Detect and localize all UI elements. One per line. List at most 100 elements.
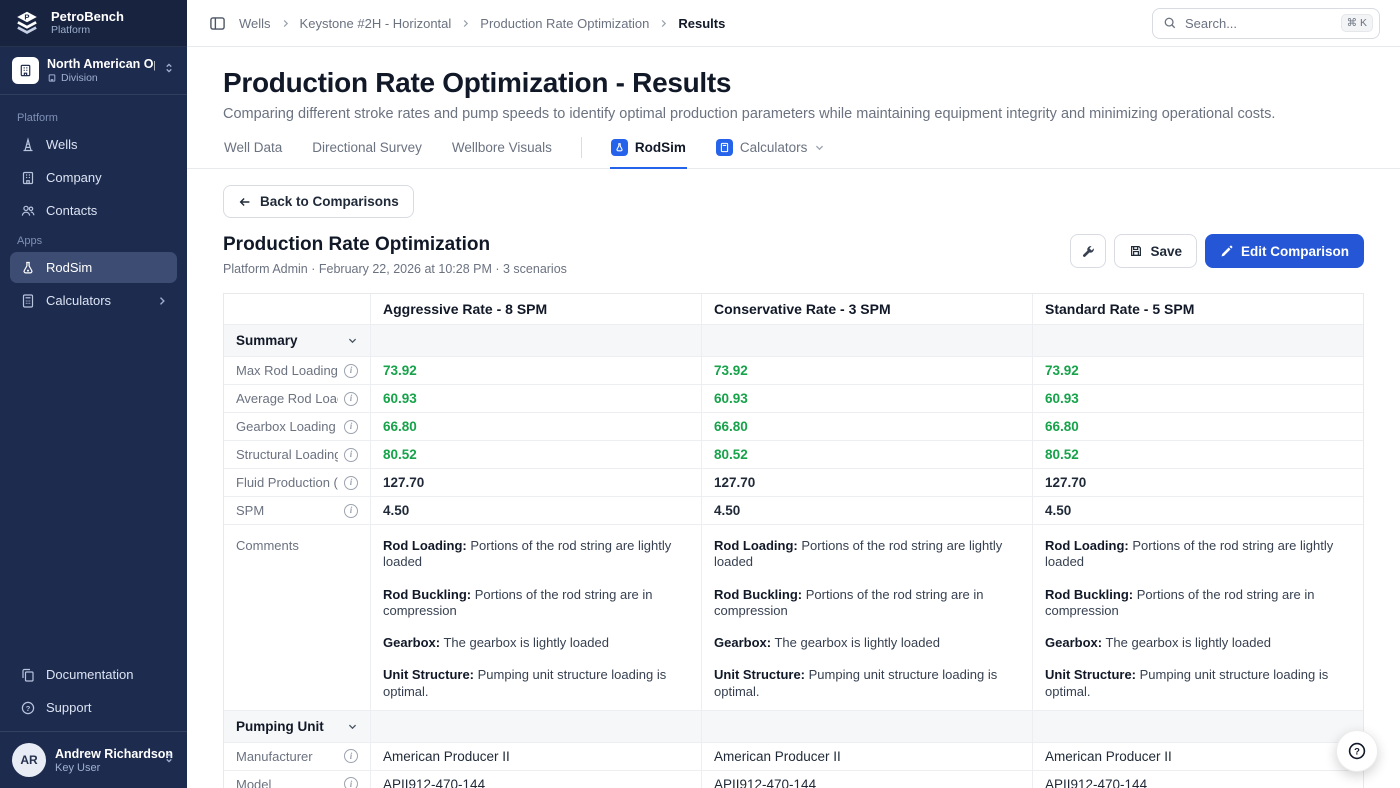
- column-header-conservative-rate-3-spm: Conservative Rate - 3 SPM: [701, 294, 1032, 324]
- table-row-comments: Comments Rod Loading: Portions of the rod…: [224, 524, 1363, 710]
- comment-prefix: Gearbox:: [1045, 635, 1103, 650]
- section-title: Summary: [236, 333, 298, 348]
- nav-section-label: Apps: [17, 235, 43, 247]
- breadcrumb-item-keystone-2h-horizontal[interactable]: Keystone #2H - Horizontal: [299, 15, 452, 31]
- row-label-max-rod-loading: Max Rod Loading (%) i: [224, 357, 370, 384]
- building-icon: [19, 169, 36, 186]
- tab-wellbore-visuals[interactable]: Wellbore Visuals: [451, 128, 553, 168]
- tab-label: Calculators: [739, 140, 808, 155]
- value-cell: 73.92: [1032, 357, 1363, 384]
- sidebar-item-label: Contacts: [46, 203, 98, 218]
- row-label-text: Manufacturer: [236, 748, 313, 764]
- petrobench-logo-icon: P: [12, 8, 42, 38]
- contacts-icon: [19, 202, 36, 219]
- info-icon[interactable]: i: [344, 475, 358, 490]
- info-icon[interactable]: i: [344, 777, 358, 788]
- row-label-text: Comments: [236, 538, 299, 553]
- help-button[interactable]: ?: [1336, 730, 1378, 772]
- value-cell: 4.50: [370, 497, 701, 524]
- tab-rodsim[interactable]: RodSim: [609, 127, 687, 169]
- comparison-toolbar: Production Rate Optimization Platform Ad…: [223, 234, 1364, 276]
- sidebar-item-contacts[interactable]: Contacts: [10, 195, 177, 226]
- calculators-app-icon: [715, 139, 733, 156]
- row-label-text: SPM: [236, 503, 265, 518]
- value-cell: 127.70: [701, 469, 1032, 496]
- org-selector[interactable]: North American Opera Division: [0, 47, 187, 95]
- settings-wrench-button[interactable]: [1070, 234, 1107, 268]
- sidebar-toggle-icon[interactable]: [205, 11, 229, 35]
- avatar: AR: [12, 743, 46, 777]
- value-cell: 73.92: [370, 357, 701, 384]
- breadcrumb-item-wells[interactable]: Wells: [239, 15, 271, 31]
- table-row-manufacturer: Manufacturer i American Producer II America…: [224, 741, 1363, 770]
- pencil-icon: [1221, 245, 1233, 257]
- search-icon: [1163, 16, 1177, 30]
- org-type: Division: [47, 72, 155, 84]
- breadcrumb-item-results[interactable]: Results: [678, 15, 726, 31]
- sidebar-item-support[interactable]: ? Support: [10, 692, 177, 723]
- arrow-left-icon: [239, 197, 250, 206]
- edit-comparison-button[interactable]: Edit Comparison: [1204, 234, 1364, 268]
- section-toggle-summary[interactable]: Summary: [224, 325, 370, 356]
- svg-text:P: P: [24, 13, 29, 22]
- value-cell: 60.93: [701, 385, 1032, 412]
- svg-text:?: ?: [1354, 747, 1360, 758]
- value-cell: American Producer II: [701, 742, 1032, 770]
- search-input[interactable]: [1185, 15, 1333, 31]
- tab-label: Wellbore Visuals: [451, 140, 552, 155]
- tab-bar: Well Data Directional Survey Wellbore Visu…: [187, 127, 1400, 169]
- save-button[interactable]: Save: [1114, 234, 1197, 268]
- info-icon[interactable]: i: [344, 363, 358, 378]
- comment-prefix: Rod Buckling:: [714, 586, 803, 602]
- sidebar-item-label: Wells: [46, 137, 78, 152]
- chevron-down-icon: [347, 335, 358, 346]
- sidebar-item-documentation[interactable]: Documentation: [10, 659, 177, 690]
- user-role: Key User: [55, 761, 101, 774]
- tab-directional-survey[interactable]: Directional Survey: [311, 128, 423, 168]
- section-cell: [1032, 325, 1363, 356]
- comment-prefix: Unit Structure:: [1045, 667, 1136, 683]
- breadcrumb-item-production-rate-optimization[interactable]: Production Rate Optimization: [480, 15, 650, 31]
- info-icon[interactable]: i: [344, 419, 358, 434]
- sidebar-item-calculators[interactable]: Calculators: [10, 285, 177, 316]
- sidebar-item-company[interactable]: Company: [10, 162, 177, 193]
- info-icon[interactable]: i: [344, 391, 358, 406]
- sidebar-item-label: Documentation: [46, 667, 134, 682]
- comment-line: Rod Loading: Portions of the rod string …: [1045, 538, 1334, 570]
- comment-prefix: Rod Buckling:: [383, 586, 472, 602]
- derrick-icon: [19, 136, 36, 153]
- sidebar-item-label: Support: [46, 700, 92, 715]
- comparison-title: Production Rate Optimization: [223, 234, 491, 255]
- save-icon: [1131, 246, 1142, 256]
- sidebar-item-wells[interactable]: Wells: [10, 129, 177, 160]
- page-subtitle: Comparing different stroke rates and pum…: [223, 106, 1276, 122]
- comparison-meta: Platform Admin · February 22, 2026 at 10…: [223, 262, 567, 276]
- back-to-comparisons-button[interactable]: Back to Comparisons: [223, 185, 414, 218]
- tab-label: Directional Survey: [312, 140, 422, 155]
- tab-well-data[interactable]: Well Data: [223, 128, 283, 168]
- comment-line: Rod Buckling: Portions of the rod string…: [1045, 586, 1315, 618]
- calculator-icon: [19, 292, 36, 309]
- wrench-icon: [1082, 245, 1094, 257]
- brand-name: PetroBench: [51, 8, 124, 24]
- info-icon[interactable]: i: [344, 447, 358, 462]
- row-label-text: Structural Loading (%): [236, 447, 338, 462]
- brand: P PetroBench Platform: [0, 0, 187, 47]
- comment-lines: Rod Loading: Portions of the rod string …: [714, 538, 1020, 704]
- section-cell: [701, 710, 1032, 742]
- info-icon[interactable]: i: [344, 503, 358, 518]
- comment-line: Gearbox: The gearbox is lightly loaded: [714, 635, 940, 650]
- row-label-text: Max Rod Loading (%): [236, 363, 338, 378]
- value-cell: 127.70: [1032, 469, 1363, 496]
- value-cell: 60.93: [1032, 385, 1363, 412]
- section-toggle-pumping-unit[interactable]: Pumping Unit: [224, 711, 370, 742]
- info-icon[interactable]: i: [344, 749, 358, 764]
- table-header-row: Aggressive Rate - 8 SPM Conservative Rate…: [224, 294, 1363, 324]
- value-cell: APII912-470-144: [1032, 770, 1363, 788]
- section-cell: [701, 325, 1032, 356]
- user-menu[interactable]: AR Andrew Richardson Key User: [0, 731, 187, 788]
- search-bar[interactable]: ⌘ K: [1152, 7, 1380, 39]
- tab-calculators[interactable]: Calculators: [715, 127, 827, 169]
- sidebar-item-rodsim[interactable]: RodSim: [10, 252, 177, 283]
